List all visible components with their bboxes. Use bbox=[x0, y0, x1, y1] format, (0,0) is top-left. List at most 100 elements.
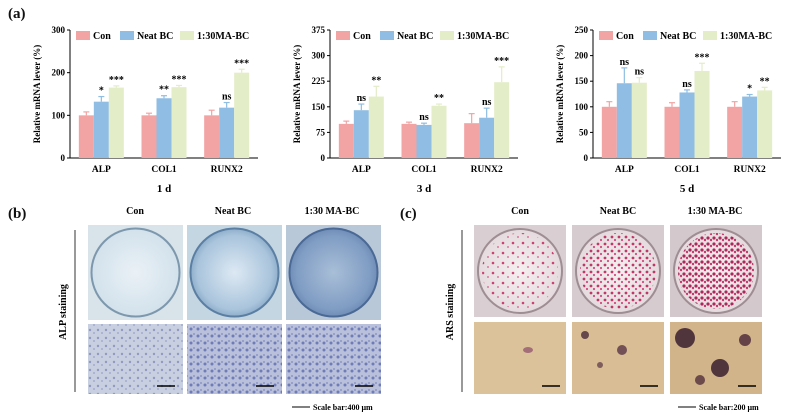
ars-nodules-ma-bc bbox=[678, 233, 754, 309]
panel-c-scale-text: Scale bar:200 μm bbox=[699, 403, 759, 412]
chart-3-annotation-5: ** bbox=[760, 76, 770, 87]
chart-2-legend-label-1: Neat BC bbox=[397, 31, 433, 42]
panel-c-side-label: ARS staining bbox=[445, 284, 456, 340]
panel-label-c: (c) bbox=[400, 206, 417, 222]
panel-c: (c) Con Neat BC 1:30 MA-BC ARS staining bbox=[400, 200, 800, 415]
chart-1-bar-runx2-s1 bbox=[219, 107, 235, 158]
panel-label-a: (a) bbox=[8, 6, 26, 22]
chart-1-legend-label-0: Con bbox=[93, 31, 111, 42]
chart-3-legend-swatch-2 bbox=[703, 31, 717, 40]
chart-3-ylabel: Relative mRNA lever (%) bbox=[555, 45, 565, 144]
chart-1-ylabel: Relative mRNA lever (%) bbox=[32, 45, 42, 144]
chart-1-bar-col1-s0 bbox=[141, 115, 157, 158]
bar-charts: 0 100 200 300 Relative mRNA lever (%) ALP COL1… bbox=[32, 25, 781, 195]
chart-1-legend-swatch-0 bbox=[76, 31, 90, 40]
chart-1-annotation-1: *** bbox=[109, 75, 124, 86]
chart-2-bar-runx2-s2 bbox=[494, 82, 510, 158]
chart-2-ytick-label-4: 300 bbox=[312, 51, 326, 61]
chart-2-annotation-2: ns bbox=[419, 112, 429, 123]
chart-2-bar-alp-s2 bbox=[368, 96, 384, 158]
chart-3-ytick-label-1: 50 bbox=[579, 127, 589, 137]
panel-c-header-con: Con bbox=[511, 206, 529, 217]
chart-2-category-runx2: RUNX2 bbox=[471, 165, 503, 175]
chart-1-category-alp: ALP bbox=[92, 165, 111, 175]
chart-2-annotation-5: *** bbox=[494, 56, 509, 67]
chart-1-ytick-label-3: 300 bbox=[52, 25, 66, 35]
panel-b-side-label: ALP staining bbox=[58, 284, 69, 340]
chart-1-category-runx2: RUNX2 bbox=[211, 165, 243, 175]
ars-micro-ma-bc-nodule-1 bbox=[675, 328, 695, 348]
chart-1-bar-col1-s2 bbox=[171, 87, 187, 158]
chart-3-ytick-label-5: 250 bbox=[575, 25, 589, 35]
chart-2-legend-swatch-1 bbox=[380, 31, 394, 40]
chart-1-legend-label-1: Neat BC bbox=[137, 31, 173, 42]
chart-2-annotation-3: ** bbox=[434, 93, 444, 104]
chart-3-ytick-label-3: 150 bbox=[575, 76, 589, 86]
alp-well-con bbox=[90, 227, 181, 318]
chart-3-bar-alp-s2 bbox=[631, 82, 647, 158]
chart-3-category-alp: ALP bbox=[615, 165, 634, 175]
ars-micro-ma-bc-nodule-3 bbox=[739, 334, 751, 346]
chart-2-annotation-0: ns bbox=[357, 93, 367, 104]
chart-3-bar-runx2-s0 bbox=[727, 106, 743, 158]
panel-c-header-neat-bc: Neat BC bbox=[600, 206, 636, 217]
chart-2-bar-runx2-s1 bbox=[479, 117, 495, 158]
chart-3-legend-label-1: Neat BC bbox=[660, 31, 696, 42]
panel-c-header-ma-bc: 1:30 MA-BC bbox=[688, 206, 743, 217]
ars-micro-ma-bc-nodule-4 bbox=[695, 375, 705, 385]
chart-3-bar-alp-s0 bbox=[601, 106, 617, 158]
chart-2-legend-label-2: 1:30MA-BC bbox=[457, 31, 509, 42]
chart-3-annotation-3: *** bbox=[695, 52, 710, 63]
chart-2-annotation-4: ns bbox=[482, 97, 492, 108]
alp-staining-figure: Con Neat BC 1:30 MA-BC ALP staining Scal… bbox=[58, 206, 381, 412]
panel-a: (a) 0 100 200 300 Relative mRNA lever (%) ALP… bbox=[0, 0, 800, 200]
chart-2-bar-col1-s0 bbox=[401, 123, 417, 158]
chart-1-annotation-2: ** bbox=[159, 85, 169, 96]
chart-1-annotation-0: * bbox=[99, 86, 104, 97]
chart-2-bar-alp-s0 bbox=[338, 123, 354, 158]
panel-b-header-con: Con bbox=[126, 206, 144, 217]
ars-nodules-neat-bc bbox=[580, 233, 656, 309]
panel-b-scale-text: Scale bar:400 μm bbox=[313, 403, 373, 412]
alp-micro-neat-bc bbox=[187, 324, 282, 394]
chart-2-category-col1: COL1 bbox=[411, 165, 437, 175]
chart-2-annotation-1: ** bbox=[371, 75, 381, 86]
chart-3-annotation-0: ns bbox=[620, 57, 630, 68]
chart-1-bar-col1-s1 bbox=[156, 98, 172, 158]
chart-1-bar-runx2-s0 bbox=[204, 115, 220, 158]
ars-micro-con-nodule bbox=[523, 347, 533, 353]
chart-2-legend-label-0: Con bbox=[353, 31, 371, 42]
chart-1-category-col1: COL1 bbox=[151, 165, 177, 175]
chart-1-ytick-label-2: 200 bbox=[52, 68, 66, 78]
chart-1-bar-alp-s0 bbox=[78, 115, 94, 158]
chart-3-ytick-label-4: 200 bbox=[575, 51, 589, 61]
chart-2-category-alp: ALP bbox=[352, 165, 371, 175]
chart-1-bar-alp-s2 bbox=[108, 87, 124, 158]
chart-3-bar-runx2-s2 bbox=[757, 90, 773, 158]
alp-micro-con bbox=[88, 324, 183, 394]
chart-1-ytick-label-1: 100 bbox=[52, 110, 66, 120]
chart-2-legend-swatch-2 bbox=[440, 31, 454, 40]
panel-b-header-ma-bc: 1:30 MA-BC bbox=[305, 206, 360, 217]
alp-micro-ma-bc bbox=[286, 324, 381, 394]
chart-3-bar-alp-s1 bbox=[616, 83, 632, 158]
ars-micro-neat-bc-nodule-3 bbox=[597, 362, 603, 368]
chart-1-annotation-4: ns bbox=[222, 92, 232, 103]
chart-3-legend-swatch-1 bbox=[643, 31, 657, 40]
alp-well-neat-bc bbox=[189, 227, 280, 318]
chart-3-ytick-label-2: 100 bbox=[575, 102, 589, 112]
chart-3-xlabel: 5 d bbox=[680, 183, 694, 195]
alp-well-ma-bc bbox=[288, 227, 379, 318]
chart-3-annotation-2: ns bbox=[682, 79, 692, 90]
chart-2-ylabel: Relative mRNA lever (%) bbox=[292, 45, 302, 144]
chart-2-ytick-label-5: 375 bbox=[312, 25, 326, 35]
chart-2-xlabel: 3 d bbox=[417, 183, 431, 195]
ars-micro-neat-bc-nodule-1 bbox=[581, 331, 589, 339]
ars-micro-ma-bc-nodule-2 bbox=[711, 359, 729, 377]
chart-3-annotation-4: * bbox=[747, 84, 752, 95]
chart-3-bar-runx2-s1 bbox=[742, 96, 758, 158]
ars-micro-con bbox=[474, 322, 566, 394]
chart-3-bar-col1-s1 bbox=[679, 92, 695, 158]
chart-3-bar-col1-s2 bbox=[694, 70, 710, 158]
chart-2-bar-runx2-s0 bbox=[464, 123, 480, 158]
